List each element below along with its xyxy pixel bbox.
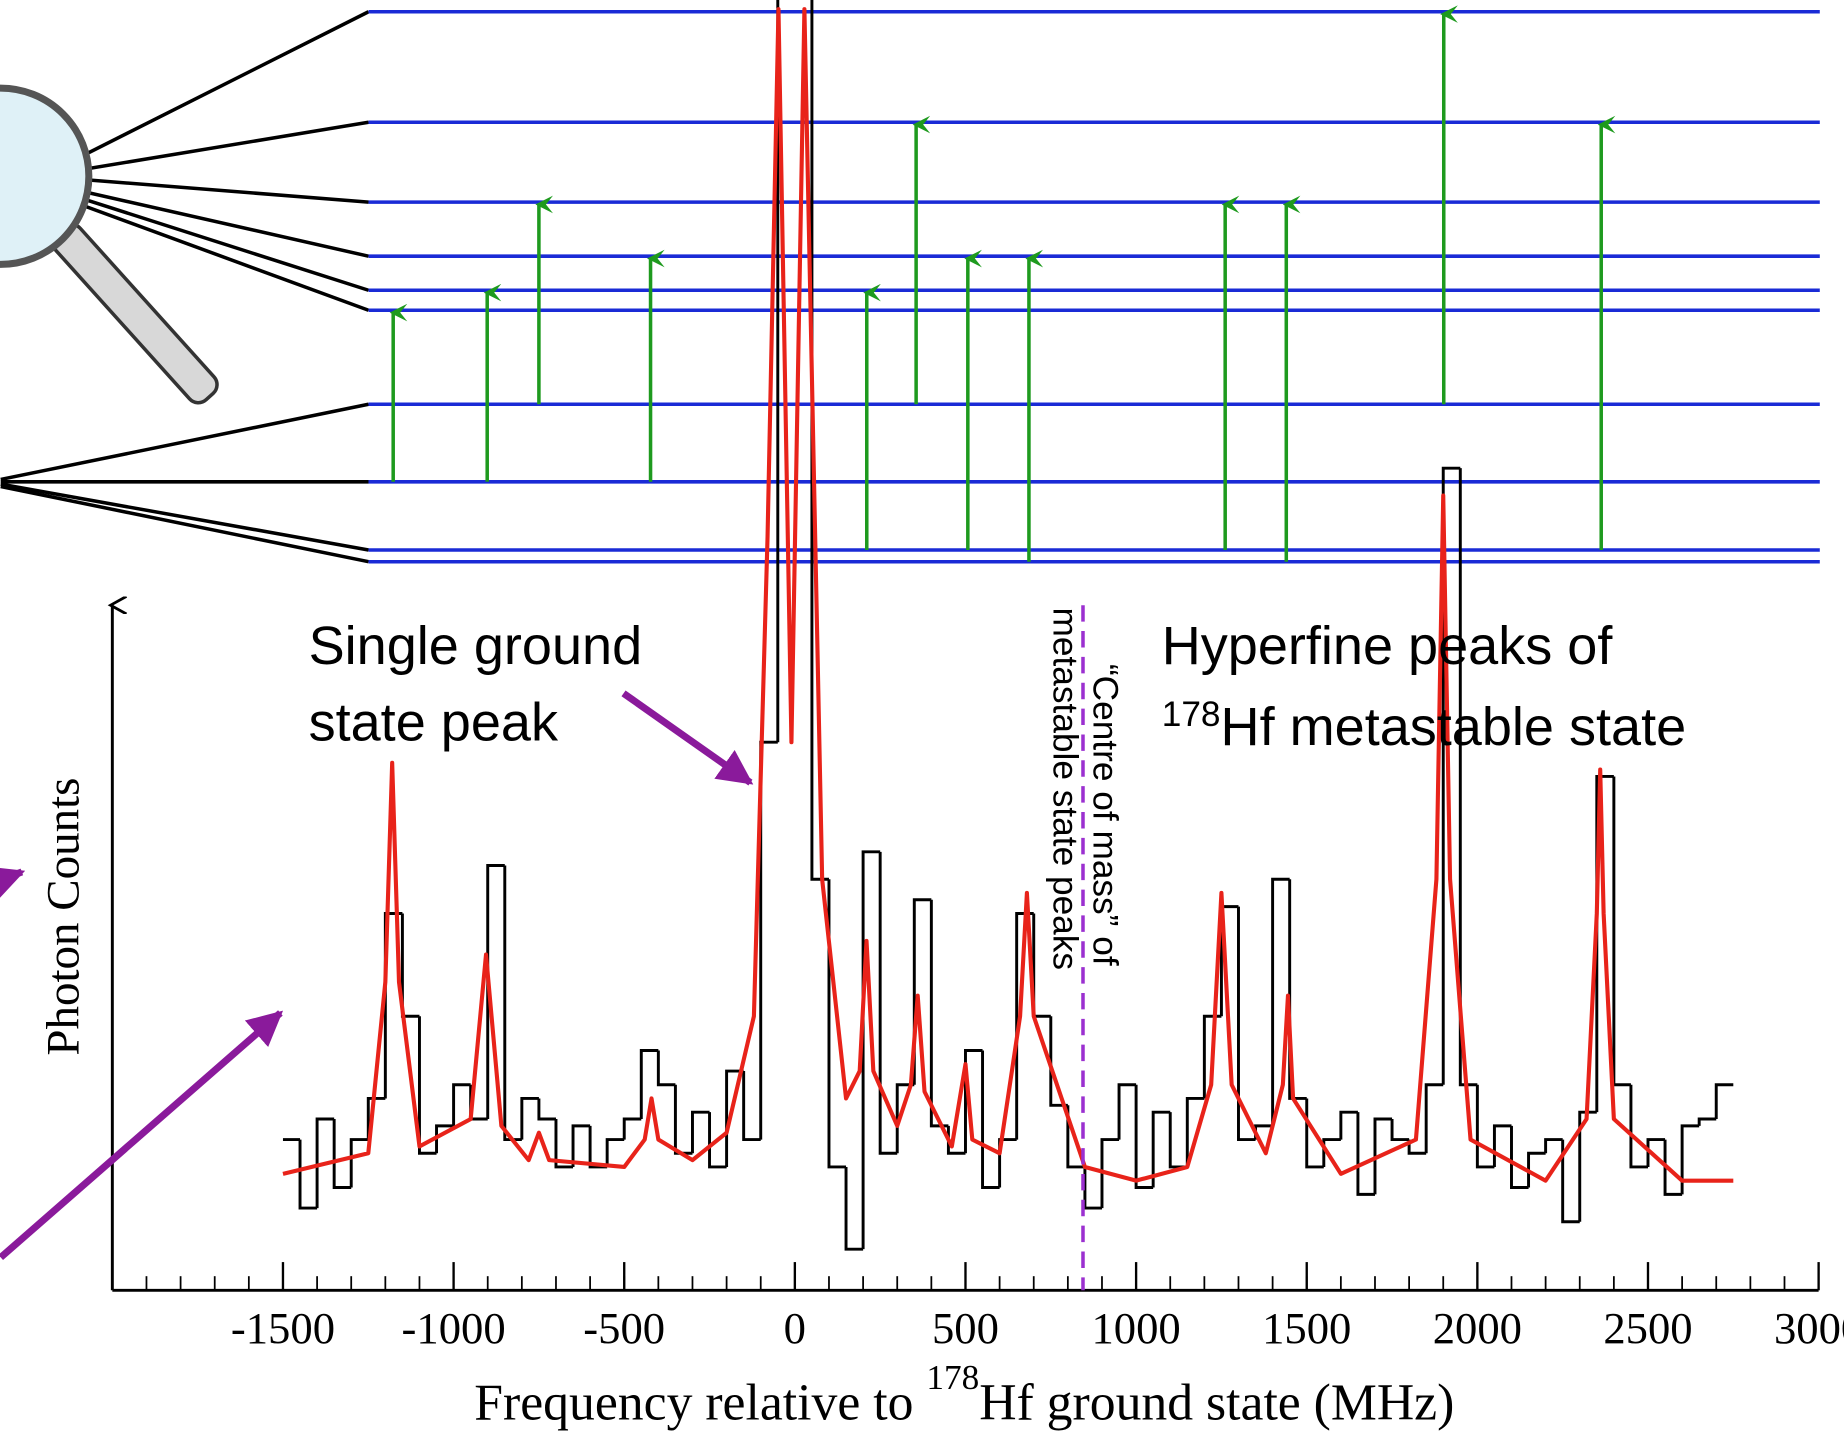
histogram-bin: [1544, 1138, 1563, 1154]
histogram-bin: [673, 1084, 693, 1155]
histogram-bin: [418, 1016, 437, 1155]
y-label: Photon Counts: [37, 778, 89, 1056]
histogram-bin: [1134, 1084, 1154, 1189]
x-tick-label: 2000: [1433, 1303, 1522, 1353]
x-tick-label: 0: [784, 1303, 806, 1353]
histogram-bin: [1339, 1110, 1358, 1140]
histogram-bin: [861, 850, 881, 1250]
histogram-bin: [1578, 1110, 1597, 1222]
histogram-bin: [1117, 1083, 1137, 1140]
histogram-bin: [435, 1124, 454, 1154]
histogram-bin: [1322, 1138, 1341, 1167]
annotations: Single ground state peak Hyperfine peaks…: [309, 608, 1687, 971]
annotation: state peak: [309, 692, 559, 752]
histogram-bin: [1066, 1105, 1085, 1169]
annotation-part: Hf metastable state: [1221, 697, 1687, 757]
histogram-bin: [554, 1119, 574, 1169]
histogram-bin: [1714, 1083, 1734, 1120]
histogram-bin: [298, 1139, 318, 1210]
histogram-bin: [366, 1096, 386, 1140]
plot: [282, 0, 1734, 1251]
annotation: “Centre of mass” of: [1086, 664, 1125, 966]
histogram-bin: [1475, 1084, 1495, 1169]
x-tick-label: 1500: [1262, 1303, 1351, 1353]
histogram-bin: [1390, 1119, 1410, 1142]
annotation: Hyperfine peaks of: [1162, 616, 1614, 676]
histogram-bin: [1680, 1124, 1700, 1195]
histogram-bin: [708, 1112, 727, 1169]
histogram-bin: [400, 913, 420, 1018]
histogram-bin: [742, 1071, 761, 1142]
level-diagram: [0, 5, 1820, 564]
histogram-bin: [588, 1125, 608, 1169]
histogram-bin: [332, 1119, 352, 1189]
histogram-bin: [1595, 774, 1614, 1113]
x-label-part: Frequency relative to: [474, 1375, 926, 1432]
x-tick-label: 2500: [1603, 1303, 1692, 1353]
annotation: metastable state peaks: [1046, 608, 1085, 971]
histogram-bin: [964, 1049, 983, 1154]
histogram-bin: [1561, 1139, 1580, 1224]
histogram-bin: [1527, 1151, 1546, 1188]
annotation: 178Hf metastable state: [1162, 695, 1686, 757]
histogram-bin: [1100, 1138, 1120, 1209]
x-tick-label: 500: [932, 1303, 999, 1353]
x-label: Frequency relative to 178Hf ground state…: [474, 1358, 1454, 1432]
x-label-sup: 178: [926, 1358, 979, 1397]
histogram-bin: [1237, 906, 1256, 1142]
histogram-bin: [929, 899, 949, 1128]
histogram-bin: [878, 851, 898, 1155]
histogram-bin: [1510, 1125, 1529, 1189]
histogram-bin: [1663, 1139, 1683, 1196]
histogram-bin: [486, 864, 505, 1120]
histogram-bin: [776, 0, 780, 743]
annotation-sup: 178: [1162, 695, 1221, 734]
histogram-bin: [452, 1083, 471, 1126]
histogram-bin: [1612, 776, 1631, 1087]
histogram-bin: [981, 1050, 1000, 1189]
x-tick-label: -500: [583, 1303, 665, 1353]
histogram-bin: [844, 1166, 864, 1251]
histogram-bin: [1441, 466, 1461, 1085]
histogram-bin: [1373, 1117, 1393, 1195]
histogram-bin: [1356, 1112, 1375, 1196]
histogram-bin: [691, 1110, 710, 1154]
histogram-bin: [503, 865, 522, 1142]
histogram-bin: [1168, 1112, 1188, 1169]
x-tick-label: -1000: [402, 1303, 506, 1353]
annotation: Single ground: [309, 616, 643, 676]
histogram-bin: [1697, 1117, 1717, 1126]
magnifier: [0, 84, 219, 405]
histogram-bin: [1424, 1083, 1444, 1154]
purple-arrows: [0, 690, 754, 1261]
x-tick-label: 1000: [1091, 1303, 1180, 1353]
axes: -1500 -1000 -500 0 500 1000 1500 2000 2500 3000: [112, 605, 1844, 1353]
x-tick-label: 3000: [1774, 1303, 1844, 1353]
histogram-bin: [520, 1096, 539, 1140]
histogram-bin: [622, 1117, 642, 1140]
histogram-bin: [1083, 1166, 1102, 1210]
histogram-bin: [571, 1124, 591, 1167]
x-label-part: Hf ground state (MHz): [979, 1375, 1454, 1432]
histogram-bin: [656, 1050, 676, 1087]
histogram-bin: [1646, 1138, 1666, 1167]
histogram-bin: [349, 1138, 369, 1188]
histogram-bin: [537, 1098, 556, 1121]
histogram-bin: [1151, 1110, 1171, 1188]
histogram-bin: [1185, 1096, 1205, 1167]
fit-line: [282, 7, 1734, 1183]
histogram-bin: [1629, 1084, 1648, 1169]
x-tick-label: -1500: [231, 1303, 335, 1353]
histogram-bin: [895, 1083, 915, 1154]
histogram-bin: [1458, 468, 1478, 1087]
histogram-bin: [605, 1138, 625, 1167]
histogram-bin: [639, 1049, 659, 1120]
histogram-bin: [315, 1117, 335, 1209]
histogram-bin: [759, 740, 778, 1140]
histogram-bin: [1288, 879, 1307, 1100]
histogram-bin: [827, 879, 847, 1169]
histogram-bin: [1271, 877, 1290, 1126]
